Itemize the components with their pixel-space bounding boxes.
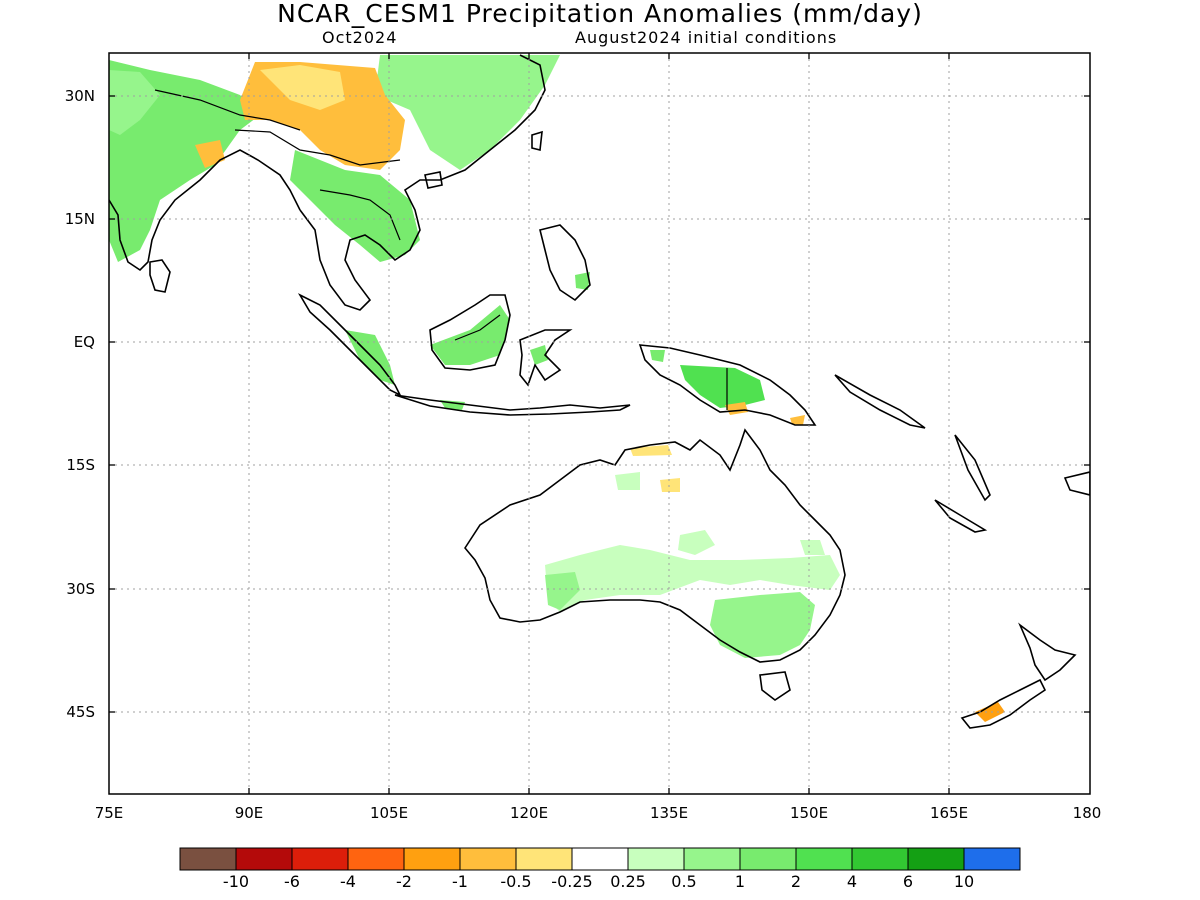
colorbar-swatch-2 [291, 847, 349, 871]
colorbar-swatch-9 [683, 847, 741, 871]
coastline-southeast-asia [299, 54, 546, 311]
coastline-hainan [424, 171, 443, 189]
lat-label-15n: 15N [65, 210, 95, 228]
coastline-new-caledonia [934, 499, 988, 533]
colorbar-swatch-7 [571, 847, 629, 871]
coastlines [109, 54, 1090, 729]
colorbar-label-0: -10 [223, 872, 249, 891]
axis-ticks [109, 53, 1090, 794]
forecast-month: Oct2024 [322, 28, 398, 47]
longitude-labels: 75E 90E 105E 120E 135E 150E 165E 180 [95, 804, 1102, 822]
colorbar-label-9: 1 [735, 872, 745, 891]
anomaly-new-guinea [680, 365, 765, 408]
lat-label-45s: 45S [66, 703, 95, 721]
colorbar-label-5: -0.5 [500, 872, 531, 891]
lon-label-180: 180 [1073, 804, 1102, 822]
anomaly-borneo [430, 305, 510, 365]
colorbar-swatch-3 [347, 847, 405, 871]
lon-label-90e: 90E [235, 804, 264, 822]
coastline-new-guinea [638, 344, 817, 426]
anomaly-sumatra [345, 330, 395, 385]
anomaly-new-zealand [975, 702, 1005, 722]
colorbar-swatch-4 [403, 847, 461, 871]
lat-label-30s: 30S [66, 580, 95, 598]
colorbar-label-1: -6 [284, 872, 300, 891]
colorbar-swatch-0 [179, 847, 237, 871]
lat-label-30n: 30N [65, 87, 95, 105]
country-borders [154, 89, 728, 410]
border-borneo [454, 314, 501, 341]
colorbar-label-13: 10 [954, 872, 974, 891]
lon-label-105e: 105E [370, 804, 408, 822]
colorbar-label-11: 4 [847, 872, 857, 891]
colorbar-swatch-12 [851, 847, 909, 871]
coastline-tasmania [759, 671, 791, 701]
anomaly-north-australia-pale [630, 445, 672, 456]
map-title: NCAR_CESM1 Precipitation Anomalies (mm/d… [277, 0, 923, 28]
anomaly-australia-center [678, 530, 715, 555]
border-himalaya [154, 89, 301, 131]
coastline-australia [464, 428, 846, 663]
anomaly-north-china [375, 55, 560, 170]
anomaly-southeast-australia [710, 592, 815, 658]
anomaly-north-australia-light [615, 472, 640, 490]
border-tibet-south [234, 129, 401, 166]
anomaly-indochina [290, 150, 420, 262]
anomaly-north-australia-neg [660, 478, 680, 492]
map-frame [108, 52, 1091, 795]
anomaly-australia-interior [545, 545, 840, 612]
anomaly-india-light [109, 70, 160, 135]
coastline-philippines [539, 224, 591, 302]
coastline-fiji [1063, 471, 1090, 496]
colorbar-swatch-14 [963, 847, 1021, 871]
colorbar-label-7: 0.25 [610, 872, 646, 891]
anomaly-shading [109, 55, 1005, 722]
coastline-new-zealand-south [960, 678, 1047, 729]
anomaly-philippines [575, 272, 590, 290]
coastline-taiwan [531, 130, 543, 151]
colorbar-swatch-5 [459, 847, 517, 871]
lon-label-150e: 150E [790, 804, 828, 822]
coastline-solomons [834, 374, 926, 429]
colorbar-label-10: 2 [791, 872, 801, 891]
colorbar-label-8: 0.5 [671, 872, 696, 891]
colorbar-label-3: -2 [396, 872, 412, 891]
lon-label-165e: 165E [930, 804, 968, 822]
anomaly-new-guinea-light [650, 350, 665, 362]
colorbar: -10 -6 -4 -2 -1 -0.5 -0.25 0.25 0.5 1 2 4 6 10 [179, 847, 1021, 891]
coastline-new-zealand-north [1018, 622, 1077, 682]
colorbar-swatch-1 [235, 847, 293, 871]
coastline-vanuatu [954, 434, 991, 502]
colorbar-swatch-6 [515, 847, 573, 871]
colorbar-label-12: 6 [903, 872, 913, 891]
colorbar-label-6: -0.25 [551, 872, 592, 891]
anomaly-solomon-negative [790, 415, 805, 425]
coastline-sri-lanka [149, 259, 171, 293]
anomaly-india-orange [195, 140, 225, 168]
colorbar-swatch-11 [795, 847, 853, 871]
colorbar-swatch-10 [739, 847, 797, 871]
latitude-labels: 30N 15N EQ 15S 30S 45S [65, 87, 95, 721]
lon-label-75e: 75E [95, 804, 124, 822]
coastline-sulawesi [519, 329, 573, 387]
lon-label-120e: 120E [510, 804, 548, 822]
coastline-indian-subcontinent [109, 149, 301, 272]
lat-label-eq: EQ [74, 333, 95, 351]
coastline-java [394, 394, 631, 416]
border-indochina [319, 189, 401, 241]
anomaly-tibet-pale [260, 65, 345, 110]
colorbar-swatch-8 [627, 847, 685, 871]
anomaly-southwest-australia [545, 572, 580, 610]
anomaly-sulawesi [530, 345, 548, 365]
coastline-borneo [429, 294, 511, 371]
lat-label-15s: 15S [66, 456, 95, 474]
colorbar-label-4: -1 [452, 872, 468, 891]
lon-label-135e: 135E [650, 804, 688, 822]
initial-conditions: August2024 initial conditions [575, 28, 838, 47]
anomaly-australia-east [800, 540, 825, 555]
colorbar-label-2: -4 [340, 872, 356, 891]
colorbar-swatch-13 [907, 847, 965, 871]
lat-lon-grid [109, 53, 1090, 794]
